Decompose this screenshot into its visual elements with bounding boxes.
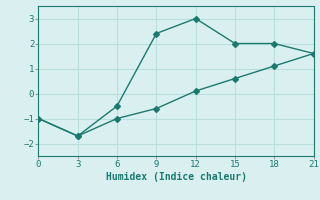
X-axis label: Humidex (Indice chaleur): Humidex (Indice chaleur): [106, 172, 246, 182]
